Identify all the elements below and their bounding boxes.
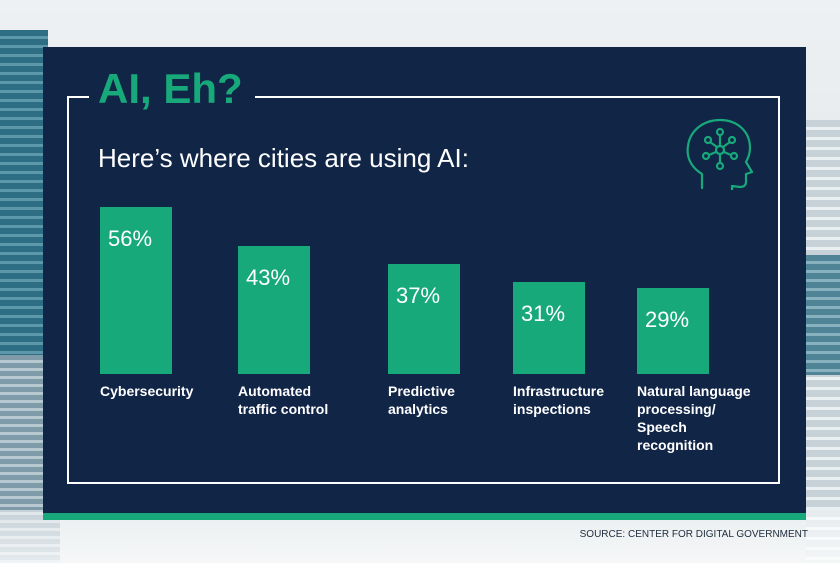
bar-value-label: 31% [521, 301, 566, 326]
chart-subtitle: Here’s where cities are using AI: [98, 143, 469, 173]
frame-line-left [67, 96, 69, 484]
category-label: Predictive analytics [388, 383, 455, 417]
category-label: Automated traffic control [238, 383, 329, 417]
category-label: Cybersecurity [100, 383, 194, 399]
bar-value-label: 56% [108, 226, 153, 251]
frame-line-right [778, 96, 780, 484]
background-building-right-glass [806, 255, 840, 375]
bar [513, 282, 585, 374]
bar-value-label: 29% [645, 307, 690, 332]
bar [637, 288, 709, 374]
frame-line-top-left [67, 96, 89, 98]
frame-line-bottom [67, 482, 780, 484]
source-note: SOURCE: CENTER FOR DIGITAL GOVERNMENT [579, 529, 808, 540]
bar [238, 246, 310, 374]
panel-accent-stripe [43, 513, 806, 520]
bar [388, 264, 460, 374]
bar-value-label: 37% [396, 283, 441, 308]
head-with-network-nodes-icon [686, 118, 754, 190]
frame-line-top-right [255, 96, 780, 98]
bar [100, 207, 172, 374]
category-label: Infrastructure inspections [513, 383, 605, 417]
bar-value-label: 43% [246, 265, 291, 290]
chart-title: AI, Eh? [98, 65, 243, 112]
category-label: Natural language processing/Speech recogni… [637, 383, 751, 453]
